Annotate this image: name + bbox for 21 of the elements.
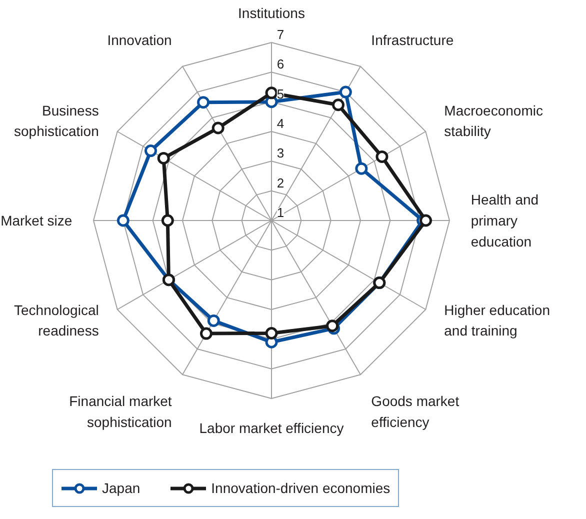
legend-label: Innovation-driven economies (211, 480, 390, 496)
spoke-label: Business sophistication (14, 102, 99, 140)
spoke-label: Macroeconomic stability (444, 102, 543, 140)
y-tick-label: 7 (276, 26, 284, 42)
y-tick-label: 4 (276, 116, 284, 131)
spoke-label: Higher education and training (444, 302, 550, 339)
y-tick-label: 1 (276, 204, 284, 220)
spoke-label: Labor market efficiency (199, 420, 344, 436)
spoke-label: Innovation (107, 32, 172, 48)
spoke-label: Institutions (238, 5, 305, 22)
y-tick-label: 3 (276, 146, 284, 161)
y-tick-label: 6 (276, 56, 284, 72)
spoke-label: Goods market efficiency (371, 393, 460, 430)
spoke-label: Health and primary education (470, 192, 539, 250)
spoke-label: Market size (0, 212, 72, 228)
spoke-label: Financial market sophistication (69, 393, 172, 430)
y-tick-label: 2 (276, 175, 284, 190)
spoke-label: Infrastructure (371, 32, 454, 48)
y-tick-label: 5 (276, 86, 284, 102)
spoke-label: Technological readiness (14, 302, 99, 339)
legend-label: Japan (102, 480, 140, 496)
